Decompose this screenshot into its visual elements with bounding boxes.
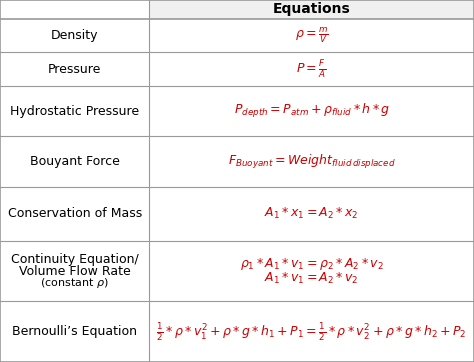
- Text: $F_{Buoyant} = Weight_{fluid\,displaced}$: $F_{Buoyant} = Weight_{fluid\,displaced}…: [228, 153, 395, 171]
- Text: $P_{depth} = P_{atm} + \rho_{fluid} * h * g$: $P_{depth} = P_{atm} + \rho_{fluid} * h …: [234, 102, 390, 120]
- Text: Continuity Equation/: Continuity Equation/: [11, 253, 138, 266]
- Text: Conservation of Mass: Conservation of Mass: [8, 207, 142, 220]
- Text: (constant $\rho$): (constant $\rho$): [40, 276, 109, 290]
- Text: Hydrostatic Pressure: Hydrostatic Pressure: [10, 105, 139, 118]
- Text: Density: Density: [51, 29, 99, 42]
- Text: Volume Flow Rate: Volume Flow Rate: [19, 265, 130, 278]
- Text: $\rho_1 * A_1 * v_1 = \rho_2 * A_2 * v_2$: $\rho_1 * A_1 * v_1 = \rho_2 * A_2 * v_2…: [240, 256, 383, 272]
- Text: $P = \frac{F}{A}$: $P = \frac{F}{A}$: [296, 58, 327, 80]
- Text: Bouyant Force: Bouyant Force: [30, 155, 119, 168]
- Text: $A_1 * v_1 = A_2 * v_2$: $A_1 * v_1 = A_2 * v_2$: [264, 270, 359, 286]
- Text: $\rho = \frac{m}{V}$: $\rho = \frac{m}{V}$: [295, 26, 328, 45]
- Text: $\frac{1}{2} * \rho * v_1^2 + \rho * g * h_1 + P_1 = \frac{1}{2} * \rho * v_2^2 : $\frac{1}{2} * \rho * v_1^2 + \rho * g *…: [156, 321, 467, 343]
- Bar: [149, 0, 474, 18]
- Text: Equations: Equations: [273, 2, 351, 16]
- Text: Bernoulli’s Equation: Bernoulli’s Equation: [12, 325, 137, 338]
- Text: Pressure: Pressure: [48, 63, 101, 76]
- Text: $A_1 * x_1 = A_2 * x_2$: $A_1 * x_1 = A_2 * x_2$: [264, 206, 359, 222]
